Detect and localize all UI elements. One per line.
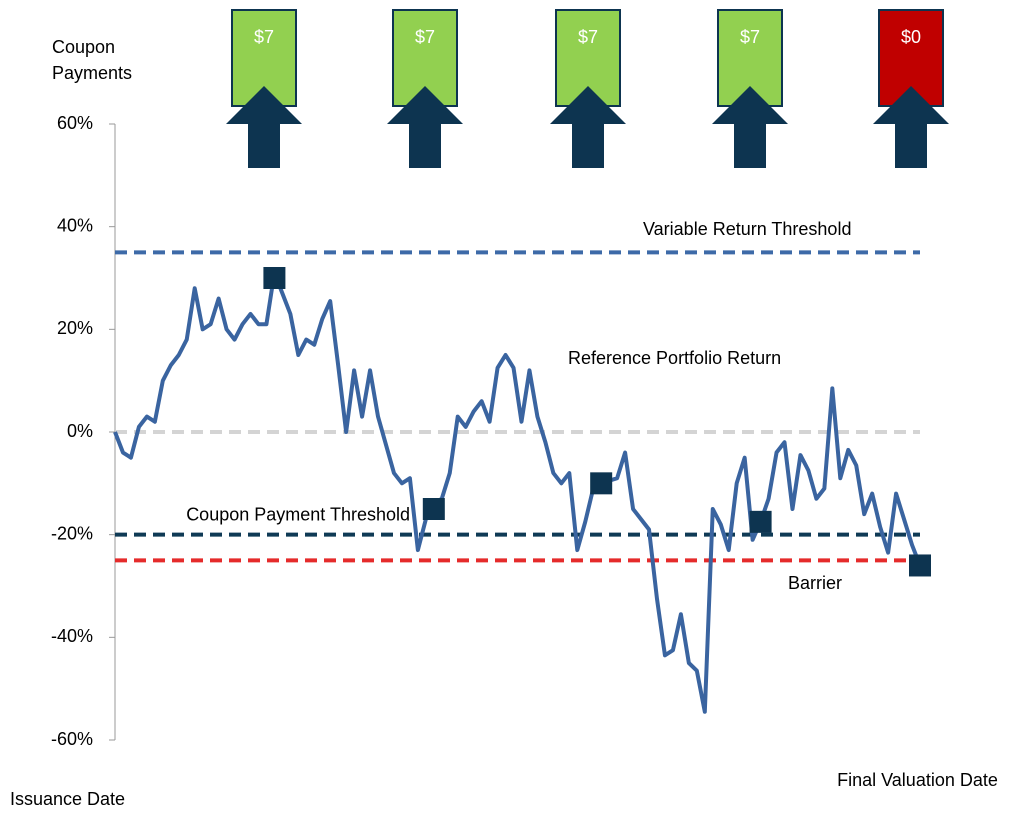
start-label: Issuance Date — [10, 789, 126, 809]
y-tick-label: 60% — [57, 113, 93, 133]
threshold-label: Variable Return Threshold — [643, 219, 851, 239]
y-tick-label: -20% — [51, 523, 93, 543]
y-tick-label: -40% — [51, 626, 93, 646]
end-label: Final Valuation Date — [837, 770, 998, 790]
y-tick-label: -60% — [51, 729, 93, 749]
observation-marker — [749, 510, 772, 533]
observation-marker — [263, 267, 286, 289]
observation-marker — [590, 472, 613, 495]
coupon-label: $7 — [415, 27, 435, 47]
threshold-label: Barrier — [788, 573, 842, 593]
observation-marker — [422, 498, 445, 520]
y-tick-label: 40% — [57, 215, 93, 235]
coupon-arrow — [226, 86, 302, 168]
coupon-label: $7 — [740, 27, 760, 47]
observation-marker — [909, 554, 931, 577]
coupon-label: $7 — [578, 27, 598, 47]
series-label: Reference Portfolio Return — [568, 348, 782, 368]
coupon-label: Coupon Payments — [52, 37, 133, 83]
coupon-label: $7 — [254, 27, 274, 47]
coupon-arrow — [387, 86, 463, 168]
coupon-arrow — [712, 86, 788, 168]
coupon-arrow — [873, 86, 949, 168]
y-tick-label: 0% — [67, 421, 93, 441]
threshold-label: Coupon Payment Threshold — [186, 504, 410, 524]
y-tick-label: 20% — [57, 318, 93, 338]
coupon-label: $0 — [901, 27, 921, 47]
line-series — [113, 270, 922, 714]
coupon-arrow — [550, 86, 626, 168]
